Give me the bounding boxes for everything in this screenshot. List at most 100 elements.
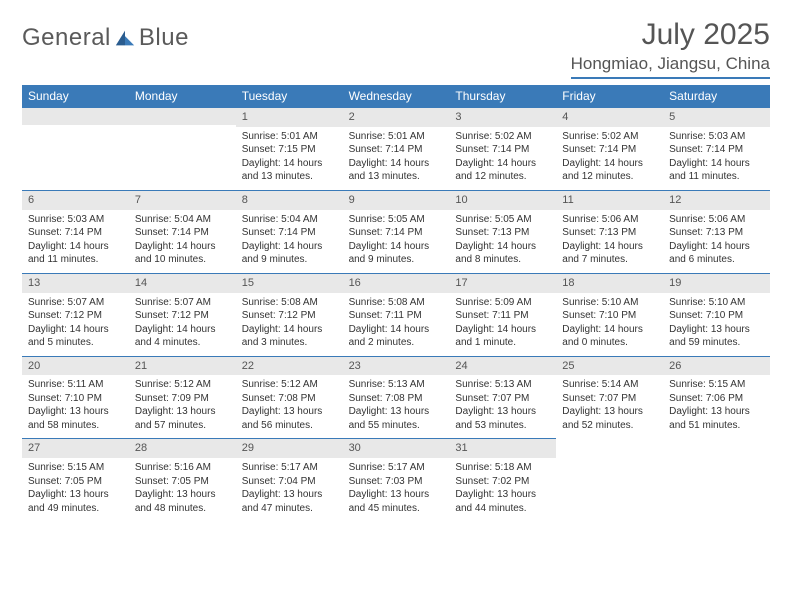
sunset-line: Sunset: 7:06 PM (663, 392, 770, 406)
date-number: 10 (449, 190, 556, 210)
calendar-day-cell: 4Sunrise: 5:02 AMSunset: 7:14 PMDaylight… (556, 107, 663, 190)
sunrise-line: Sunrise: 5:13 AM (343, 378, 450, 392)
sunrise-line: Sunrise: 5:18 AM (449, 461, 556, 475)
daylight-line: Daylight: 14 hours and 4 minutes. (129, 323, 236, 350)
calendar-day-cell: 1Sunrise: 5:01 AMSunset: 7:15 PMDaylight… (236, 107, 343, 190)
date-number: 21 (129, 356, 236, 376)
date-number: 15 (236, 273, 343, 293)
sunrise-line: Sunrise: 5:07 AM (22, 296, 129, 310)
sunset-line: Sunset: 7:11 PM (343, 309, 450, 323)
weekday-header: Saturday (663, 85, 770, 107)
header: General Blue July 2025 Hongmiao, Jiangsu… (22, 18, 770, 79)
date-number: 18 (556, 273, 663, 293)
calendar-day-cell: 25Sunrise: 5:14 AMSunset: 7:07 PMDayligh… (556, 356, 663, 439)
sunrise-line: Sunrise: 5:12 AM (129, 378, 236, 392)
sunset-line: Sunset: 7:11 PM (449, 309, 556, 323)
logo-mark-icon (114, 27, 136, 49)
date-number: 14 (129, 273, 236, 293)
sunrise-line: Sunrise: 5:02 AM (449, 130, 556, 144)
sunrise-line: Sunrise: 5:15 AM (22, 461, 129, 475)
daylight-line: Daylight: 13 hours and 51 minutes. (663, 405, 770, 432)
sunset-line: Sunset: 7:07 PM (449, 392, 556, 406)
date-number: 23 (343, 356, 450, 376)
sunrise-line: Sunrise: 5:06 AM (556, 213, 663, 227)
sunset-line: Sunset: 7:05 PM (22, 475, 129, 489)
date-number: 7 (129, 190, 236, 210)
daylight-line: Daylight: 14 hours and 9 minutes. (343, 240, 450, 267)
daylight-line: Daylight: 14 hours and 11 minutes. (663, 157, 770, 184)
month-title: July 2025 (571, 18, 770, 52)
date-bar-empty (129, 107, 236, 125)
calendar-empty-cell (129, 107, 236, 190)
daylight-line: Daylight: 14 hours and 0 minutes. (556, 323, 663, 350)
daylight-line: Daylight: 14 hours and 1 minute. (449, 323, 556, 350)
calendar-day-cell: 9 Sunrise: 5:05 AMSunset: 7:14 PMDaylight… (343, 190, 450, 273)
weekday-header: Friday (556, 85, 663, 107)
sunrise-line: Sunrise: 5:12 AM (236, 378, 343, 392)
sunset-line: Sunset: 7:15 PM (236, 143, 343, 157)
sunset-line: Sunset: 7:14 PM (129, 226, 236, 240)
calendar-day-cell: 29Sunrise: 5:17 AMSunset: 7:04 PMDayligh… (236, 438, 343, 521)
date-number: 16 (343, 273, 450, 293)
sunrise-line: Sunrise: 5:08 AM (343, 296, 450, 310)
date-number: 24 (449, 356, 556, 376)
weekday-header: Wednesday (343, 85, 450, 107)
date-number: 11 (556, 190, 663, 210)
daylight-line: Daylight: 14 hours and 6 minutes. (663, 240, 770, 267)
sunrise-line: Sunrise: 5:04 AM (236, 213, 343, 227)
calendar-day-cell: 3 Sunrise: 5:02 AMSunset: 7:14 PMDaylight… (449, 107, 556, 190)
daylight-line: Daylight: 14 hours and 9 minutes. (236, 240, 343, 267)
calendar-day-cell: 13Sunrise: 5:07 AMSunset: 7:12 PMDayligh… (22, 273, 129, 356)
date-number: 19 (663, 273, 770, 293)
calendar-day-cell: 17Sunrise: 5:09 AMSunset: 7:11 PMDayligh… (449, 273, 556, 356)
sunset-line: Sunset: 7:05 PM (129, 475, 236, 489)
daylight-line: Daylight: 14 hours and 12 minutes. (449, 157, 556, 184)
sunset-line: Sunset: 7:14 PM (343, 226, 450, 240)
calendar-day-cell: 16 Sunrise: 5:08 AMSunset: 7:11 PMDayligh… (343, 273, 450, 356)
calendar-day-cell: 10Sunrise: 5:05 AMSunset: 7:13 PMDayligh… (449, 190, 556, 273)
sunset-line: Sunset: 7:10 PM (663, 309, 770, 323)
calendar-grid: 1Sunrise: 5:01 AMSunset: 7:15 PMDaylight… (22, 107, 770, 521)
sunset-line: Sunset: 7:09 PM (129, 392, 236, 406)
logo-word-general: General (22, 24, 111, 52)
date-number: 4 (556, 107, 663, 127)
daylight-line: Daylight: 14 hours and 7 minutes. (556, 240, 663, 267)
sunset-line: Sunset: 7:14 PM (22, 226, 129, 240)
calendar-day-cell: 2Sunrise: 5:01 AMSunset: 7:14 PMDaylight… (343, 107, 450, 190)
calendar-day-cell: 31Sunrise: 5:18 AMSunset: 7:02 PMDayligh… (449, 438, 556, 521)
sunset-line: Sunset: 7:14 PM (449, 143, 556, 157)
sunset-line: Sunset: 7:14 PM (663, 143, 770, 157)
date-number: 30 (343, 438, 450, 458)
calendar-day-cell: 11Sunrise: 5:06 AMSunset: 7:13 PMDayligh… (556, 190, 663, 273)
date-number: 9 (343, 190, 450, 210)
weekday-header: Monday (129, 85, 236, 107)
daylight-line: Daylight: 14 hours and 2 minutes. (343, 323, 450, 350)
calendar-day-cell: 27Sunrise: 5:15 AMSunset: 7:05 PMDayligh… (22, 438, 129, 521)
sunrise-line: Sunrise: 5:05 AM (343, 213, 450, 227)
sunset-line: Sunset: 7:08 PM (343, 392, 450, 406)
sunset-line: Sunset: 7:04 PM (236, 475, 343, 489)
sunrise-line: Sunrise: 5:15 AM (663, 378, 770, 392)
sunrise-line: Sunrise: 5:02 AM (556, 130, 663, 144)
date-number: 3 (449, 107, 556, 127)
weekday-header: Thursday (449, 85, 556, 107)
daylight-line: Daylight: 14 hours and 11 minutes. (22, 240, 129, 267)
calendar-day-cell: 5 Sunrise: 5:03 AMSunset: 7:14 PMDaylight… (663, 107, 770, 190)
date-number: 6 (22, 190, 129, 210)
sunset-line: Sunset: 7:10 PM (22, 392, 129, 406)
date-number: 26 (663, 356, 770, 376)
date-number: 31 (449, 438, 556, 458)
daylight-line: Daylight: 14 hours and 8 minutes. (449, 240, 556, 267)
sunrise-line: Sunrise: 5:03 AM (663, 130, 770, 144)
date-number: 5 (663, 107, 770, 127)
daylight-line: Daylight: 14 hours and 12 minutes. (556, 157, 663, 184)
calendar-day-cell: 7Sunrise: 5:04 AMSunset: 7:14 PMDaylight… (129, 190, 236, 273)
sunrise-line: Sunrise: 5:13 AM (449, 378, 556, 392)
daylight-line: Daylight: 13 hours and 47 minutes. (236, 488, 343, 515)
weekday-header: Tuesday (236, 85, 343, 107)
calendar-day-cell: 30Sunrise: 5:17 AMSunset: 7:03 PMDayligh… (343, 438, 450, 521)
sunrise-line: Sunrise: 5:11 AM (22, 378, 129, 392)
sunrise-line: Sunrise: 5:03 AM (22, 213, 129, 227)
sunrise-line: Sunrise: 5:16 AM (129, 461, 236, 475)
daylight-line: Daylight: 13 hours and 48 minutes. (129, 488, 236, 515)
